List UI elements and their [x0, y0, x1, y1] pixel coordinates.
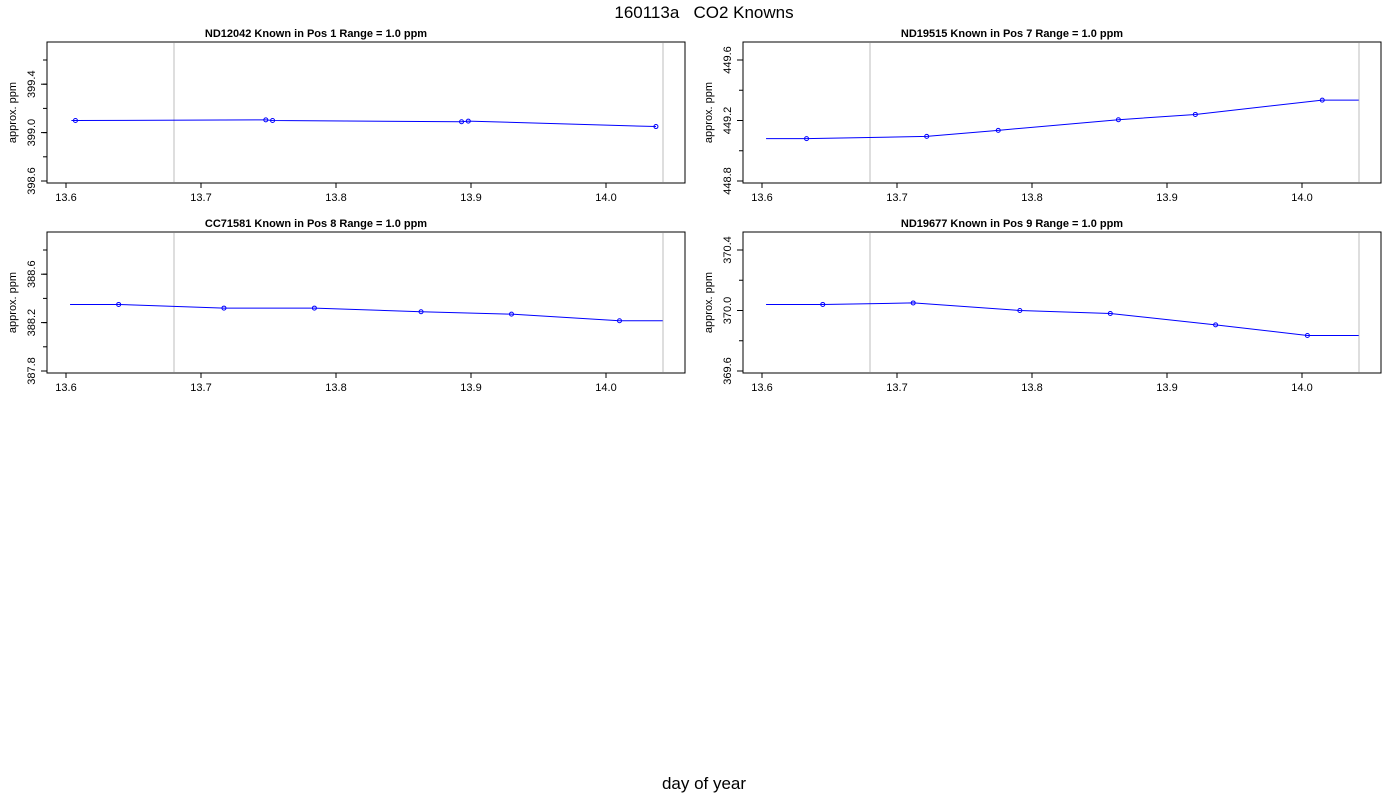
data-point	[418, 309, 424, 315]
series-line	[71, 119, 656, 128]
data-point	[1115, 117, 1121, 123]
y-axis-label: approx. ppm	[703, 82, 715, 143]
data-point	[617, 318, 622, 324]
y-tick-label: 388.2	[26, 309, 38, 337]
data-point	[311, 305, 317, 311]
plot-frame	[742, 231, 1382, 374]
x-tick-label: 13.9	[1156, 192, 1177, 204]
y-tick-label: 449.2	[722, 107, 734, 135]
y-axis-label: approx. ppm	[7, 272, 19, 333]
data-point	[465, 118, 471, 124]
data-point	[72, 118, 78, 123]
plot-frame	[46, 41, 686, 184]
data-point	[1319, 97, 1325, 103]
x-tick-label: 13.6	[55, 192, 76, 204]
data-point	[910, 300, 916, 306]
x-tick-label: 14.0	[1291, 382, 1312, 394]
data-point	[924, 133, 930, 139]
data-point	[1213, 322, 1219, 328]
x-tick-label: 13.7	[886, 382, 907, 394]
chart-panel-1: ND12042 Known in Pos 1 Range = 1.0 ppm ap…	[7, 28, 686, 204]
data-point	[804, 136, 810, 142]
plot-frame	[46, 231, 686, 374]
y-tick-label: 370.4	[722, 236, 734, 264]
x-tick-label: 13.7	[190, 192, 211, 204]
x-tick-label: 13.6	[751, 382, 772, 394]
x-tick-label: 13.8	[325, 382, 346, 394]
x-tick-label: 13.9	[460, 192, 481, 204]
data-point	[1107, 311, 1113, 317]
data-point	[459, 119, 465, 125]
series-line	[766, 302, 1359, 336]
data-point	[263, 117, 269, 123]
panel-title: ND19677 Known in Pos 9 Range = 1.0 ppm	[901, 218, 1123, 230]
y-tick-label: 449.6	[722, 46, 734, 74]
x-tick-label: 13.6	[751, 192, 772, 204]
series-line	[70, 303, 663, 322]
data-point	[221, 305, 227, 311]
plot-frame	[742, 41, 1382, 184]
x-tick-label: 13.8	[1021, 382, 1042, 394]
x-tick-label: 13.6	[55, 382, 76, 394]
series-line	[766, 99, 1359, 140]
y-axis-label: approx. ppm	[703, 272, 715, 333]
y-tick-label: 398.6	[26, 167, 38, 195]
panel-title: ND19515 Known in Pos 7 Range = 1.0 ppm	[901, 28, 1123, 40]
x-axis-label: day of year	[661, 774, 747, 793]
data-point	[1017, 308, 1023, 313]
x-tick-label: 13.9	[460, 382, 481, 394]
x-tick-label: 14.0	[595, 192, 616, 204]
data-point	[653, 124, 659, 130]
y-tick-label: 370.0	[722, 297, 734, 325]
panel-title: CC71581 Known in Pos 8 Range = 1.0 ppm	[205, 218, 427, 230]
x-tick-label: 13.8	[1021, 192, 1042, 204]
chart-panel-4: ND19677 Known in Pos 9 Range = 1.0 ppm ap…	[703, 218, 1382, 394]
x-tick-label: 14.0	[595, 382, 616, 394]
y-tick-label: 399.0	[26, 119, 38, 147]
data-point	[1192, 111, 1198, 117]
y-tick-label: 448.8	[722, 167, 734, 195]
page-title: 160113a CO2 Knowns	[614, 3, 794, 22]
chart-panel-2: ND19515 Known in Pos 7 Range = 1.0 ppm ap…	[703, 28, 1382, 204]
panel-title: ND12042 Known in Pos 1 Range = 1.0 ppm	[205, 28, 427, 40]
data-point	[820, 301, 826, 307]
data-point	[995, 127, 1001, 133]
data-point	[509, 311, 514, 317]
y-tick-label: 399.4	[26, 70, 38, 98]
y-tick-label: 387.8	[26, 357, 38, 385]
x-tick-label: 13.9	[1156, 382, 1177, 394]
y-tick-label: 388.6	[26, 260, 38, 288]
x-tick-label: 13.7	[190, 382, 211, 394]
y-axis-label: approx. ppm	[7, 82, 19, 143]
data-point	[116, 301, 122, 307]
y-tick-label: 369.6	[722, 357, 734, 385]
x-tick-label: 14.0	[1291, 192, 1312, 204]
chart-panel-3: CC71581 Known in Pos 8 Range = 1.0 ppm ap…	[7, 218, 686, 394]
data-point	[270, 118, 276, 123]
data-point	[1304, 332, 1310, 338]
x-tick-label: 13.8	[325, 192, 346, 204]
x-tick-label: 13.7	[886, 192, 907, 204]
